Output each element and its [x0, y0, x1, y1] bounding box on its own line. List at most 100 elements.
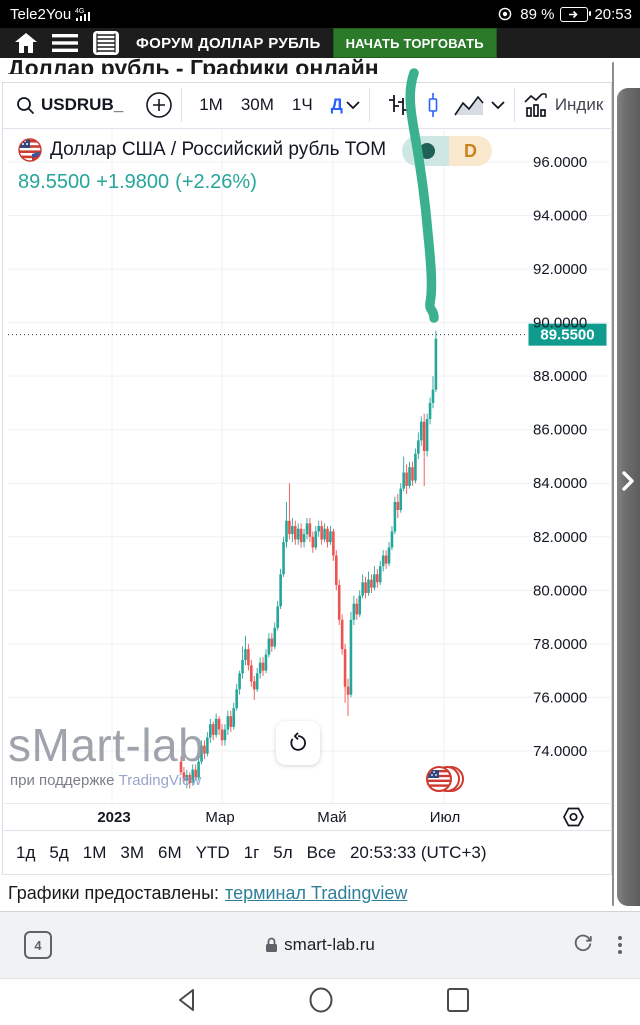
price-tick-label: 84.0000	[533, 475, 587, 492]
price-row: 89.5500 +1.9800 (+2.26%)	[18, 171, 263, 194]
price-tick-label: 76.0000	[533, 689, 587, 706]
android-recents-button[interactable]	[446, 987, 470, 1013]
price-tick-label: 86.0000	[533, 422, 587, 439]
time-tick-label: Мар	[205, 809, 235, 826]
interval-chevron-down-icon[interactable]	[345, 100, 361, 110]
indicators-icon[interactable]	[523, 92, 549, 118]
interval-1m-button[interactable]: 1М	[199, 95, 223, 114]
site-nav-bar: ФОРУМ ДОЛЛАР РУБЛЬ НАЧАТЬ ТОРГОВАТЬ	[0, 28, 640, 58]
price-tick-label: 96.0000	[533, 154, 587, 171]
tv-toolbar: USDRUB_ 1М 30М 1Ч Д Индик	[2, 82, 612, 129]
browser-address-bar: 4 smart-lab.ru	[0, 912, 640, 978]
range-5y-button[interactable]: 5л	[273, 842, 293, 862]
price-tick-label: 94.0000	[533, 208, 587, 225]
range-5d-button[interactable]: 5д	[49, 842, 69, 862]
widget-right-edge	[612, 62, 614, 906]
price-tick-label: 74.0000	[533, 743, 587, 760]
interval-1h-button[interactable]: 1Ч	[291, 95, 313, 114]
browser-menu-icon[interactable]	[618, 936, 622, 954]
range-3m-button[interactable]: 3М	[120, 842, 144, 862]
signal-icon: 4G	[75, 8, 91, 21]
svg-text:89.5500: 89.5500	[540, 327, 594, 344]
indicators-label[interactable]: Индик	[554, 95, 604, 114]
tradingview-terminal-link[interactable]: терминал Tradingview	[225, 883, 408, 903]
range-1y-button[interactable]: 1г	[243, 842, 260, 862]
candles	[179, 330, 438, 789]
watermark-powered-by: при поддержке TradingView	[10, 772, 201, 789]
symbol-row: Доллар США / Российский рубль ТОМ	[18, 138, 386, 162]
style-chevron-down-icon[interactable]	[490, 100, 506, 110]
side-panel-handle[interactable]	[617, 88, 640, 906]
toolbar-separator	[513, 88, 515, 122]
last-price-tag: 89.5500	[528, 323, 607, 346]
toolbar-separator	[181, 88, 183, 122]
usd-flag-icon	[18, 138, 42, 162]
range-1m-button[interactable]: 1М	[82, 842, 107, 862]
android-nav-bar	[0, 978, 640, 1025]
axis-settings-icon[interactable]	[562, 806, 585, 833]
symbol-name: Доллар США / Российский рубль ТОМ	[50, 139, 387, 160]
carrier-label: Tele2You	[10, 5, 72, 23]
watermark-brand: sMart-lab	[8, 719, 205, 771]
time-tick-label: Июл	[429, 809, 461, 826]
price-tick-label: 78.0000	[533, 636, 587, 653]
page-title-clip: Доллар рубль - Графики онлайн	[8, 56, 608, 74]
chart-credit-row: Графики предоставлены: терминал Tradingv…	[0, 876, 640, 912]
menu-icon[interactable]	[52, 34, 78, 52]
interval-daily-button[interactable]: Д	[330, 95, 343, 114]
tradingview-label: TradingView	[118, 772, 202, 789]
usd-flag-stack-icon	[426, 766, 464, 792]
bars-style-icon[interactable]	[378, 92, 418, 118]
network-type-label: 4G	[75, 8, 84, 15]
interval-badge: D	[449, 136, 492, 166]
page-title: Доллар рубль - Графики онлайн	[8, 56, 379, 74]
area-style-icon[interactable]	[448, 93, 490, 117]
range-ytd-button[interactable]: YTD	[195, 842, 230, 862]
grid	[8, 130, 610, 803]
battery-percent: 89 %	[520, 5, 555, 23]
range-selector-row: 1д 5д 1М 3М 6М YTD 1г 5л Все 20:53:33 (U…	[2, 830, 612, 875]
utc-clock-label[interactable]: 20:53:33 (UTC+3)	[349, 842, 487, 862]
price-change-percent: (+2.26%)	[175, 171, 257, 193]
home-icon[interactable]	[14, 32, 38, 54]
android-home-button[interactable]	[308, 987, 334, 1013]
credit-prefix: Графики предоставлены:	[8, 883, 220, 903]
battery-icon	[560, 6, 592, 22]
time-axis[interactable]: 2023 Мар Май Июл	[2, 803, 612, 830]
range-6m-button[interactable]: 6М	[158, 842, 182, 862]
compare-add-icon[interactable]	[145, 91, 173, 119]
market-status-dot	[419, 143, 435, 159]
interval-30m-button[interactable]: 30М	[240, 95, 274, 114]
price-tick-label: 88.0000	[533, 368, 587, 385]
price-axis-labels: 96.0000 94.0000 92.0000 90.0000 88.0000 86.00…	[533, 154, 587, 760]
price-tick-label: 92.0000	[533, 261, 587, 278]
time-tick-label: 2023	[97, 809, 131, 826]
lock-icon	[266, 937, 278, 952]
chart-reload-button[interactable]	[276, 721, 320, 765]
coins-stack-icon[interactable]	[92, 30, 120, 56]
price-tick-label: 80.0000	[533, 582, 587, 599]
powered-by-label: при поддержке	[10, 772, 115, 789]
start-trading-button[interactable]: НАЧАТЬ ТОРГОВАТЬ	[332, 28, 497, 58]
chevron-right-icon	[622, 471, 634, 491]
toolbar-separator	[368, 88, 370, 122]
status-bar: Tele2You 4G 89 % 20:53	[0, 0, 640, 28]
last-price: 89.5500	[18, 171, 91, 193]
symbol-search-input[interactable]: USDRUB_	[41, 95, 124, 114]
refresh-icon[interactable]	[572, 932, 594, 959]
forum-link[interactable]: ФОРУМ ДОЛЛАР РУБЛЬ	[136, 34, 321, 52]
clock-label: 20:53	[594, 5, 632, 23]
time-tick-label: Май	[317, 809, 347, 826]
price-change: +1.9800	[96, 171, 170, 193]
range-all-button[interactable]: Все	[306, 842, 336, 862]
eye-comfort-icon	[498, 7, 512, 21]
price-tick-label: 90.0000	[533, 315, 587, 332]
interval-badge-pill[interactable]: D	[402, 136, 492, 166]
tab-counter-button[interactable]: 4	[24, 931, 52, 959]
range-1d-button[interactable]: 1д	[16, 842, 36, 862]
market-status-dot-area	[402, 136, 449, 166]
url-label[interactable]: smart-lab.ru	[284, 935, 375, 954]
android-back-button[interactable]	[176, 987, 198, 1013]
search-icon[interactable]	[16, 96, 35, 115]
